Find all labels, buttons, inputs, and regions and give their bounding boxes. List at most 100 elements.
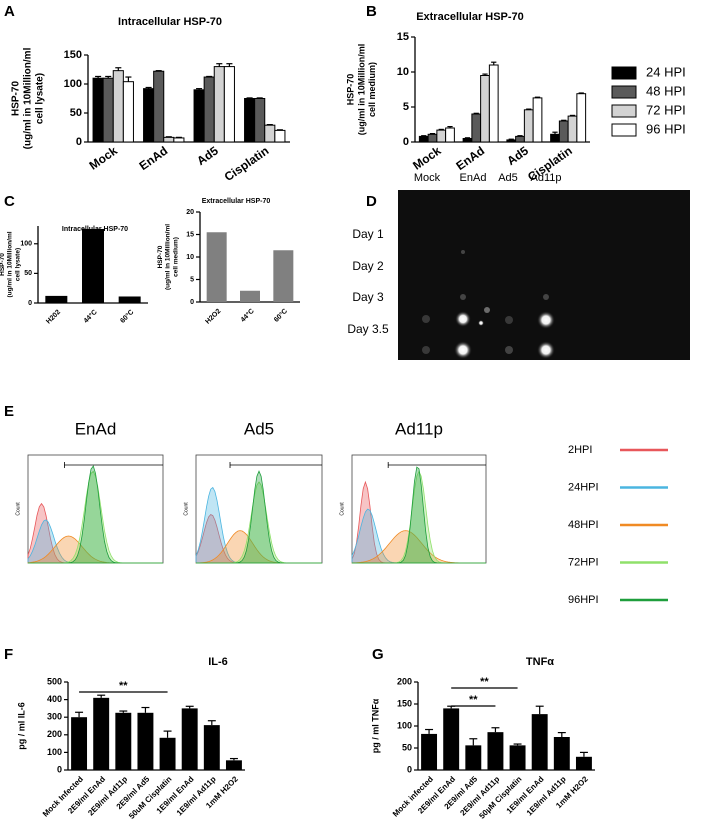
bar bbox=[206, 232, 227, 302]
legend-label: 24 HPI bbox=[646, 64, 686, 79]
panel-letter: F bbox=[4, 646, 13, 663]
error-bar bbox=[163, 730, 172, 738]
y-tick-label: 150 bbox=[64, 49, 82, 61]
bar bbox=[531, 714, 548, 770]
y-tick-label: 10 bbox=[397, 66, 409, 78]
flow-histogram bbox=[28, 465, 163, 564]
y-tick-label: 200 bbox=[397, 676, 412, 686]
error-bar bbox=[438, 128, 444, 131]
x-tick-label: 60°C bbox=[272, 307, 289, 324]
y-tick-label: 0 bbox=[76, 136, 82, 148]
bar bbox=[159, 737, 176, 770]
error-bar bbox=[256, 97, 263, 99]
legend-label: 48 HPI bbox=[646, 83, 686, 98]
significance-label: ** bbox=[480, 676, 489, 688]
error-bar bbox=[207, 720, 216, 726]
error-bar bbox=[206, 75, 213, 78]
error-bar bbox=[165, 136, 172, 138]
error-bar bbox=[97, 694, 106, 698]
y-axis-label: (ug/ml in 10Million/ml bbox=[23, 47, 34, 149]
y-axis-label: HSP-70 bbox=[0, 253, 6, 276]
y-axis-label: HSP-70 bbox=[157, 245, 164, 268]
flow-histogram bbox=[196, 470, 322, 564]
bar bbox=[122, 81, 134, 143]
blot-row-label: Day 2 bbox=[352, 259, 384, 273]
chart-title: TNFα bbox=[526, 656, 554, 668]
x-tick-label: Ad5 bbox=[504, 143, 531, 168]
bar bbox=[163, 136, 175, 143]
y-axis-label: (ug/ml in 10Million/ml bbox=[356, 44, 366, 136]
error-bar bbox=[125, 76, 132, 82]
bar bbox=[173, 137, 185, 143]
bar bbox=[203, 76, 215, 143]
bar bbox=[273, 250, 294, 302]
bar bbox=[102, 77, 114, 143]
y-tick-label: 500 bbox=[47, 676, 62, 686]
error-bar bbox=[226, 63, 233, 67]
blot-spots bbox=[422, 250, 555, 359]
error-bar bbox=[482, 73, 488, 76]
y-tick-label: 50 bbox=[70, 107, 82, 119]
flow-y-label: Count bbox=[183, 502, 189, 516]
error-bar bbox=[526, 108, 532, 110]
error-bar bbox=[579, 751, 588, 757]
x-tick-label: Mock bbox=[410, 143, 443, 172]
error-bar bbox=[229, 757, 238, 761]
error-bar bbox=[447, 125, 453, 128]
chart-title: Intracellular HSP-70 bbox=[118, 16, 222, 28]
flow-legend-label: 2HPI bbox=[568, 444, 592, 456]
bar bbox=[487, 732, 504, 770]
bar bbox=[118, 296, 141, 303]
panel-letter: C bbox=[4, 193, 15, 210]
blot-image bbox=[398, 190, 690, 360]
blot-row-label: Day 1 bbox=[352, 227, 384, 241]
x-tick-label: EnAd bbox=[453, 144, 487, 173]
bar bbox=[240, 290, 260, 302]
y-axis-label: cell lysate) bbox=[35, 73, 46, 124]
bar bbox=[509, 745, 526, 770]
bar bbox=[223, 66, 235, 143]
x-tick-label: H2O2 bbox=[204, 308, 222, 326]
error-bar bbox=[561, 119, 567, 121]
bar bbox=[445, 127, 455, 143]
y-tick-label: 15 bbox=[186, 231, 194, 238]
y-axis-label: cell lysate) bbox=[15, 248, 22, 281]
error-bar bbox=[469, 738, 478, 746]
chart-title: Extracellular HSP-70 bbox=[416, 11, 524, 23]
bar bbox=[436, 129, 447, 143]
bar bbox=[488, 64, 499, 143]
y-tick-label: 5 bbox=[190, 276, 194, 283]
bar bbox=[558, 120, 569, 143]
y-axis-label: pg / ml IL-6 bbox=[16, 702, 26, 750]
error-bar bbox=[569, 114, 576, 117]
legend-swatch bbox=[611, 66, 637, 80]
y-tick-label: 100 bbox=[397, 720, 412, 730]
legend-swatch bbox=[611, 123, 637, 137]
flow-title: Ad11p bbox=[395, 419, 443, 438]
bar bbox=[193, 89, 205, 143]
error-bar bbox=[115, 67, 122, 71]
error-bar bbox=[175, 136, 182, 138]
y-tick-label: 0 bbox=[190, 299, 194, 306]
y-tick-label: 100 bbox=[47, 747, 62, 757]
bar bbox=[418, 135, 429, 143]
bar bbox=[523, 109, 534, 143]
blot-row-label: Day 3.5 bbox=[347, 322, 389, 336]
error-bar bbox=[535, 705, 544, 715]
y-tick-label: 10 bbox=[186, 254, 194, 261]
error-bar bbox=[425, 728, 434, 734]
y-axis-label: cell medium) bbox=[367, 62, 377, 117]
x-tick-label: 44°C bbox=[82, 308, 99, 325]
y-tick-label: 100 bbox=[20, 241, 32, 248]
significance-label: ** bbox=[119, 680, 128, 692]
error-bar bbox=[276, 129, 283, 131]
bar bbox=[576, 93, 587, 143]
chart-title: IL-6 bbox=[208, 656, 228, 668]
error-bar bbox=[95, 75, 102, 79]
bar bbox=[45, 295, 68, 303]
y-tick-label: 20 bbox=[186, 209, 194, 216]
y-axis-label: HSP-70 bbox=[11, 81, 22, 116]
error-bar bbox=[141, 706, 150, 713]
bar bbox=[244, 98, 256, 143]
